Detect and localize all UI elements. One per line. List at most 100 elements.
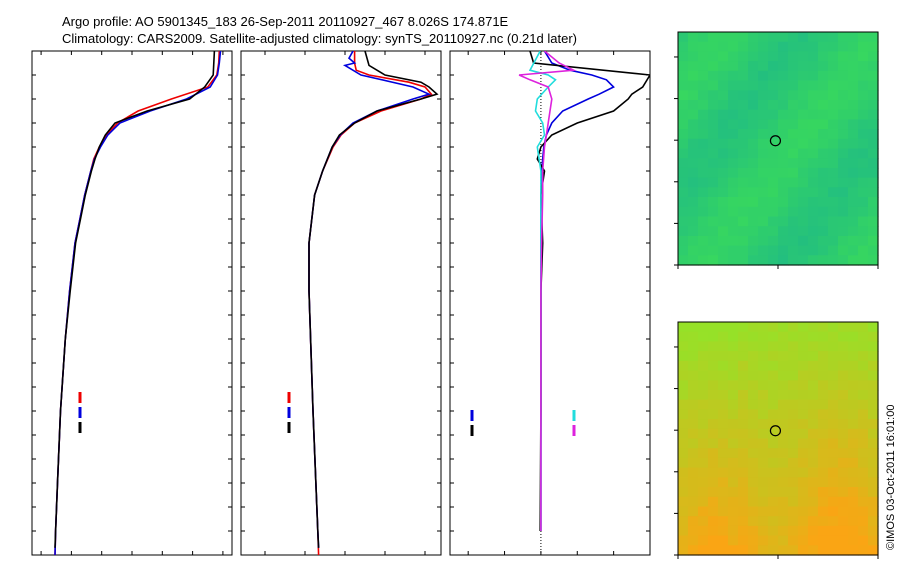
map-cell (798, 61, 809, 72)
map-cell (678, 80, 689, 91)
map-cell (758, 148, 769, 159)
map-cell (788, 380, 799, 391)
map-cell (718, 216, 729, 227)
map-cell (788, 226, 799, 237)
map-cell (818, 351, 829, 362)
map-cell (728, 206, 739, 218)
map-cell (838, 496, 849, 508)
map-cell (708, 235, 719, 247)
map-cell (738, 341, 749, 352)
map-cell (838, 255, 849, 266)
map-cell (678, 496, 689, 508)
map-cell (728, 399, 739, 410)
map-cell (768, 535, 779, 546)
map-cell (698, 409, 709, 420)
map-cell (698, 206, 709, 218)
map-cell (848, 255, 859, 266)
map-cell (748, 331, 759, 342)
map-cell (758, 399, 769, 410)
map-cell (768, 399, 779, 410)
map-cell (698, 390, 709, 401)
map-cell (848, 360, 859, 372)
map-cell (748, 322, 759, 333)
map-cell (808, 80, 819, 91)
map-cell (858, 245, 869, 256)
map-cell (748, 235, 759, 247)
map-cell (748, 419, 759, 430)
map-cell (858, 331, 869, 342)
map-cell (808, 235, 819, 247)
map-cell (708, 545, 719, 556)
map-cell (808, 129, 819, 140)
map-cell (688, 545, 699, 556)
map-cell (718, 177, 729, 188)
map-cell (818, 119, 829, 130)
map-cell (798, 419, 809, 430)
map-cell (808, 206, 819, 218)
map-cell (698, 438, 709, 449)
map-cell (838, 187, 849, 198)
map-cell (678, 197, 689, 208)
map-cell (758, 70, 769, 82)
map-cell (738, 457, 749, 469)
map-cell (778, 197, 789, 208)
map-cell (818, 138, 829, 150)
map-cell (788, 255, 799, 266)
map-cell (758, 409, 769, 420)
map-cell (858, 167, 869, 179)
map-cell (698, 109, 709, 120)
map-cell (828, 457, 839, 469)
map-cell (758, 506, 769, 517)
map-cell (798, 370, 809, 381)
map-cell (768, 545, 779, 556)
map-cell (798, 516, 809, 527)
map-cell (808, 41, 819, 52)
map-cell (848, 138, 859, 150)
map-cell (748, 119, 759, 130)
map-cell (778, 506, 789, 517)
map-cell (818, 216, 829, 227)
map-cell (828, 545, 839, 556)
map-cell (808, 119, 819, 130)
map-cell (848, 545, 859, 556)
map-cell (858, 322, 869, 333)
map-cell (778, 341, 789, 352)
map-cell (688, 177, 699, 188)
map-cell (828, 177, 839, 188)
map-cell (698, 535, 709, 546)
map-cell (798, 448, 809, 459)
map-cell (738, 438, 749, 449)
map-cell (708, 448, 719, 459)
map-cell (788, 370, 799, 381)
map-cell (858, 399, 869, 410)
map-cell (738, 351, 749, 362)
map-cell (788, 51, 799, 62)
map-cell (848, 496, 859, 508)
map-cell (698, 419, 709, 430)
map-cell (748, 409, 759, 420)
map-cell (738, 255, 749, 266)
map-cell (768, 177, 779, 188)
map-cell (708, 32, 719, 43)
map-cell (758, 487, 769, 498)
map-cell (708, 360, 719, 372)
map-cell (778, 467, 789, 478)
map-cell (868, 129, 879, 140)
map-cell (808, 525, 819, 537)
map-cell (778, 496, 789, 508)
map-cell (808, 245, 819, 256)
map-cell (768, 100, 779, 111)
map-cell (758, 255, 769, 266)
map-cell (738, 70, 749, 82)
map-cell (808, 409, 819, 420)
map-cell (728, 322, 739, 333)
map-cell (838, 380, 849, 391)
map-cell (858, 226, 869, 237)
map-cell (818, 428, 829, 440)
map-cell (778, 351, 789, 362)
map-cell (788, 41, 799, 52)
map-cell (758, 158, 769, 169)
map-cell (768, 197, 779, 208)
map-cell (798, 177, 809, 188)
map-cell (718, 438, 729, 449)
